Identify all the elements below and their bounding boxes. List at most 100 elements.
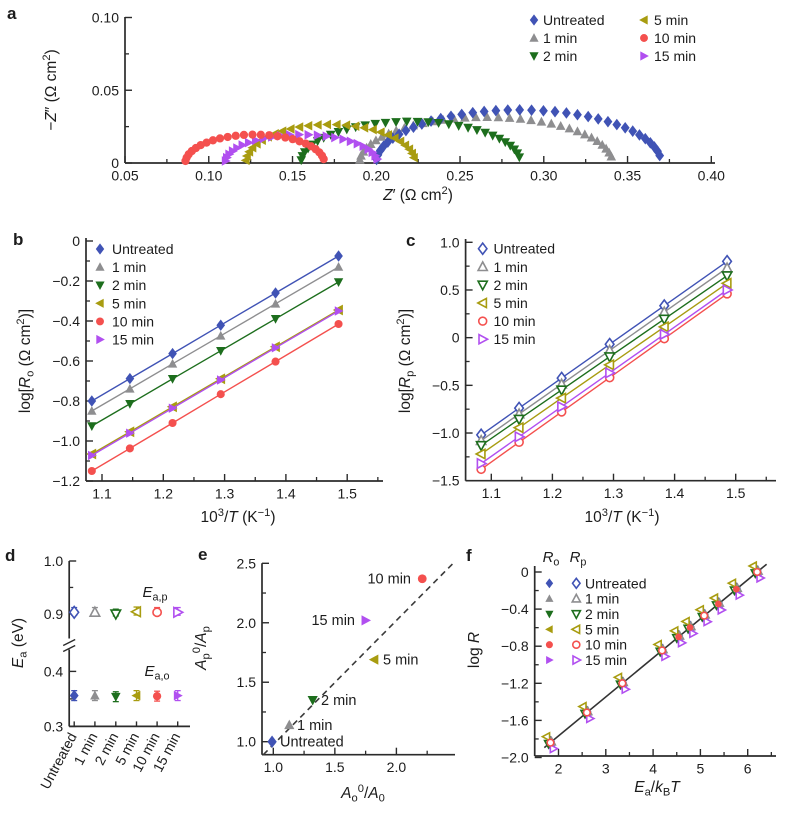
marker-triangle-right (677, 637, 688, 649)
marker-circle (700, 611, 709, 620)
marker-circle (256, 130, 265, 139)
marker-triangle-right (334, 306, 344, 316)
marker-triangle-up (526, 115, 536, 125)
annotation: Ea,o (144, 663, 169, 682)
panel-label-c: c (406, 231, 415, 250)
marker-triangle-right (557, 400, 569, 413)
marker-triangle-down (370, 119, 381, 129)
marker-triangle-up (572, 126, 583, 136)
marker-diamond (503, 104, 513, 116)
marker-triangle-left (680, 616, 690, 627)
marker-triangle-right (346, 136, 356, 147)
marker-diamond (561, 107, 571, 119)
marker-triangle-up (87, 406, 97, 415)
marker-triangle-up (546, 118, 557, 128)
y-tick-label: −0.2 (52, 273, 80, 289)
x-tick-label: 1.3 (604, 485, 624, 501)
legend-label: 1 min (494, 259, 528, 275)
marker-triangle-down (270, 315, 281, 324)
y-tick-label: 0.10 (92, 10, 119, 26)
marker-triangle-right (514, 430, 526, 443)
marker-triangle-right (96, 334, 105, 345)
marker-triangle-up (333, 262, 344, 271)
marker-triangle-left (277, 126, 287, 136)
panel-label-e: e (198, 545, 207, 564)
marker-triangle-down (312, 137, 323, 147)
marker-triangle-down (545, 610, 554, 619)
y-axis-title: Ap0/Ap (191, 626, 212, 671)
panel-b: b 1.1 1.2 1.3 1.4 1.5 0 −0.2 −0.4 −0.6 −0.8 −1.0 −1.… (13, 230, 383, 526)
series-5-min (240, 119, 418, 166)
marker-diamond (383, 136, 393, 148)
marker-triangle-right (361, 615, 372, 626)
marker-triangle-down (514, 153, 525, 163)
x-axis-title: Ea/kBT (634, 779, 681, 798)
series-line (91, 310, 339, 457)
series-line (480, 260, 728, 436)
x-tick-label: 0.15 (279, 168, 306, 184)
x-tick-label: 1.2 (543, 485, 563, 501)
marker-triangle-left (303, 120, 313, 131)
annotation: 5 min (383, 653, 418, 669)
marker-triangle-right (703, 616, 713, 627)
marker-triangle-up (564, 123, 575, 133)
marker-triangle-right (271, 343, 281, 353)
marker-diamond (69, 689, 79, 702)
marker-diamond (571, 577, 582, 590)
marker-triangle-up (476, 260, 489, 272)
marker-triangle-down (423, 118, 433, 128)
marker-triangle-down (500, 138, 511, 148)
panel-label-a: a (7, 4, 17, 23)
series-15-min (88, 306, 344, 461)
marker-diamond (491, 104, 501, 117)
marker-triangle-right (549, 743, 560, 754)
y-tick-label: 2.5 (237, 555, 257, 571)
x-tick-label: 4 (649, 761, 657, 777)
x-tick-label: 2.0 (387, 759, 407, 775)
legend-label: 2 min (112, 277, 146, 293)
marker-triangle-down (475, 440, 488, 453)
x-tick-label: 2 (555, 761, 563, 777)
series-line (91, 266, 339, 412)
x-tick-label: 0.25 (446, 168, 473, 184)
reference-line (262, 562, 454, 756)
marker-triangle-up (216, 330, 226, 340)
y-axis-title: −Z″ (Ω cm2) (41, 49, 60, 130)
marker-triangle-right (621, 684, 632, 695)
marker-triangle-right (659, 328, 671, 341)
y-tick-label: 2.0 (237, 615, 257, 631)
series-10-min (417, 574, 427, 584)
legend-label: 5 min (585, 621, 619, 637)
legend-label: 5 min (112, 295, 146, 311)
marker-diamond (550, 105, 560, 118)
marker-circle (545, 641, 553, 649)
annotation: Ea,p (142, 584, 167, 603)
marker-triangle-down (529, 52, 539, 61)
marker-circle (686, 624, 694, 631)
marker-diamond (334, 250, 343, 262)
marker-circle (87, 466, 96, 476)
axis-break-slash (62, 638, 76, 647)
series-10-min (181, 130, 328, 166)
marker-triangle-right (640, 51, 649, 61)
x-tick-label: 0.40 (698, 168, 725, 184)
marker-triangle-right (605, 366, 617, 379)
marker-triangle-right (238, 140, 248, 150)
marker-triangle-right (233, 143, 243, 153)
legend-label: 10 min (585, 637, 627, 653)
marker-triangle-right (359, 141, 369, 152)
series-15-min (361, 615, 372, 626)
marker-diamond (583, 110, 593, 123)
legend-label: 10 min (494, 313, 536, 329)
y-tick-label: 0.9 (44, 606, 64, 622)
annotation: 1 min (297, 718, 332, 734)
legend-c: Untreated 1 min 2 min 5 min 10 min 15 min (476, 241, 555, 347)
series-15-min-rp (549, 572, 766, 754)
marker-circle (152, 692, 162, 701)
legend-header: Ro (543, 549, 560, 568)
marker-triangle-right (478, 333, 490, 346)
series-line (480, 275, 728, 446)
marker-diamond (612, 118, 622, 131)
x-tick-label: 0.05 (111, 168, 138, 184)
